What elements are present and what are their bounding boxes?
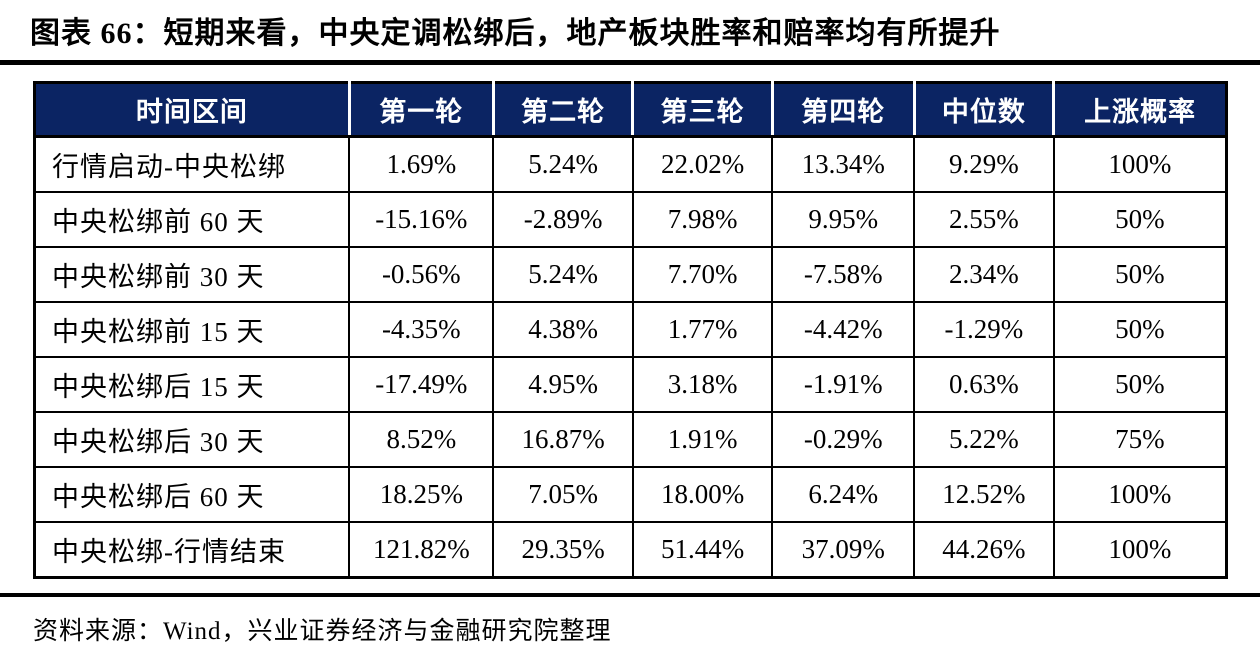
- table-cell: 16.87%: [492, 411, 634, 468]
- column-header-round3: 第三轮: [631, 82, 773, 138]
- table-cell: 50%: [1052, 356, 1228, 413]
- table-cell: 100%: [1052, 521, 1228, 579]
- table-cell: 3.18%: [631, 356, 774, 413]
- table-cell: 9.95%: [771, 191, 916, 248]
- table-cell: -7.58%: [771, 246, 916, 303]
- table-cell: 2.55%: [913, 191, 1055, 248]
- table-cell: 29.35%: [492, 521, 634, 579]
- table-row: 行情启动-中央松绑 1.69% 5.24% 22.02% 13.34% 9.29…: [33, 135, 1228, 193]
- column-header-up-probability: 上涨概率: [1052, 82, 1227, 138]
- table-cell: -4.42%: [771, 301, 916, 358]
- table-header-row: 时间区间 第一轮 第二轮 第三轮 第四轮 中位数 上涨概率: [34, 82, 1227, 138]
- table-cell: 1.77%: [631, 301, 774, 358]
- table-cell: 18.00%: [631, 466, 774, 523]
- title-rule: [0, 60, 1260, 65]
- table-cell: 13.34%: [771, 135, 916, 193]
- table-cell: 7.70%: [631, 246, 774, 303]
- table-cell: 0.63%: [913, 356, 1055, 413]
- table-cell: 2.34%: [913, 246, 1055, 303]
- table-cell: 12.52%: [913, 466, 1055, 523]
- table-cell: 50%: [1052, 246, 1228, 303]
- table-cell: 4.38%: [492, 301, 634, 358]
- table-cell: 51.44%: [631, 521, 774, 579]
- footer-rule: [0, 593, 1260, 597]
- table-row: 中央松绑后 60 天 18.25% 7.05% 18.00% 6.24% 12.…: [33, 466, 1228, 523]
- data-table: 时间区间 第一轮 第二轮 第三轮 第四轮 中位数 上涨概率 行情启动-中央松绑 …: [33, 81, 1228, 579]
- table-cell: 9.29%: [913, 135, 1055, 193]
- table-row: 中央松绑前 60 天 -15.16% -2.89% 7.98% 9.95% 2.…: [33, 191, 1228, 248]
- column-header-median: 中位数: [912, 82, 1054, 138]
- table-cell: -0.56%: [348, 246, 495, 303]
- table-cell: 中央松绑前 15 天: [33, 301, 351, 358]
- table-cell: 50%: [1052, 301, 1228, 358]
- table-row: 中央松绑-行情结束 121.82% 29.35% 51.44% 37.09% 4…: [33, 521, 1228, 579]
- table-cell: 行情启动-中央松绑: [33, 135, 351, 193]
- table-row: 中央松绑后 15 天 -17.49% 4.95% 3.18% -1.91% 0.…: [33, 356, 1228, 413]
- table-cell: -1.91%: [771, 356, 916, 413]
- table-cell: 5.22%: [913, 411, 1055, 468]
- table-cell: 4.95%: [492, 356, 634, 413]
- table-cell: 中央松绑-行情结束: [33, 521, 351, 579]
- table-cell: -15.16%: [348, 191, 495, 248]
- table-cell: 5.24%: [492, 135, 634, 193]
- column-header-round4: 第四轮: [770, 82, 915, 138]
- table-row: 中央松绑后 30 天 8.52% 16.87% 1.91% -0.29% 5.2…: [33, 411, 1228, 468]
- table-cell: 1.91%: [631, 411, 774, 468]
- table-cell: -4.35%: [348, 301, 495, 358]
- table-cell: 37.09%: [771, 521, 916, 579]
- table-cell: 5.24%: [492, 246, 634, 303]
- table-cell: 中央松绑后 30 天: [33, 411, 351, 468]
- table-cell: 1.69%: [348, 135, 495, 193]
- column-header-round1: 第一轮: [347, 82, 494, 138]
- table-cell: 8.52%: [348, 411, 495, 468]
- table-cell: 50%: [1052, 191, 1228, 248]
- table-cell: 7.98%: [631, 191, 774, 248]
- table-cell: 100%: [1052, 135, 1228, 193]
- table-cell: 121.82%: [348, 521, 495, 579]
- table-row: 中央松绑前 30 天 -0.56% 5.24% 7.70% -7.58% 2.3…: [33, 246, 1228, 303]
- table-cell: 中央松绑前 60 天: [33, 191, 351, 248]
- table-cell: 18.25%: [348, 466, 495, 523]
- table-cell: 中央松绑后 15 天: [33, 356, 351, 413]
- table-cell: -0.29%: [771, 411, 916, 468]
- table-cell: -17.49%: [348, 356, 495, 413]
- table-row: 中央松绑前 15 天 -4.35% 4.38% 1.77% -4.42% -1.…: [33, 301, 1228, 358]
- column-header-round2: 第二轮: [491, 82, 633, 138]
- table-cell: 6.24%: [771, 466, 916, 523]
- table-cell: 中央松绑前 30 天: [33, 246, 351, 303]
- table-cell: -2.89%: [492, 191, 634, 248]
- table-cell: -1.29%: [913, 301, 1055, 358]
- table-cell: 中央松绑后 60 天: [33, 466, 351, 523]
- table-cell: 100%: [1052, 466, 1228, 523]
- table-cell: 22.02%: [631, 135, 774, 193]
- table-cell: 7.05%: [492, 466, 634, 523]
- table-cell: 75%: [1052, 411, 1228, 468]
- source-note: 资料来源：Wind，兴业证券经济与金融研究院整理: [33, 618, 612, 645]
- figure-title: 图表 66：短期来看，中央定调松绑后，地产板块胜率和赔率均有所提升: [30, 17, 1001, 50]
- column-header-period: 时间区间: [34, 82, 350, 138]
- table-cell: 44.26%: [913, 521, 1055, 579]
